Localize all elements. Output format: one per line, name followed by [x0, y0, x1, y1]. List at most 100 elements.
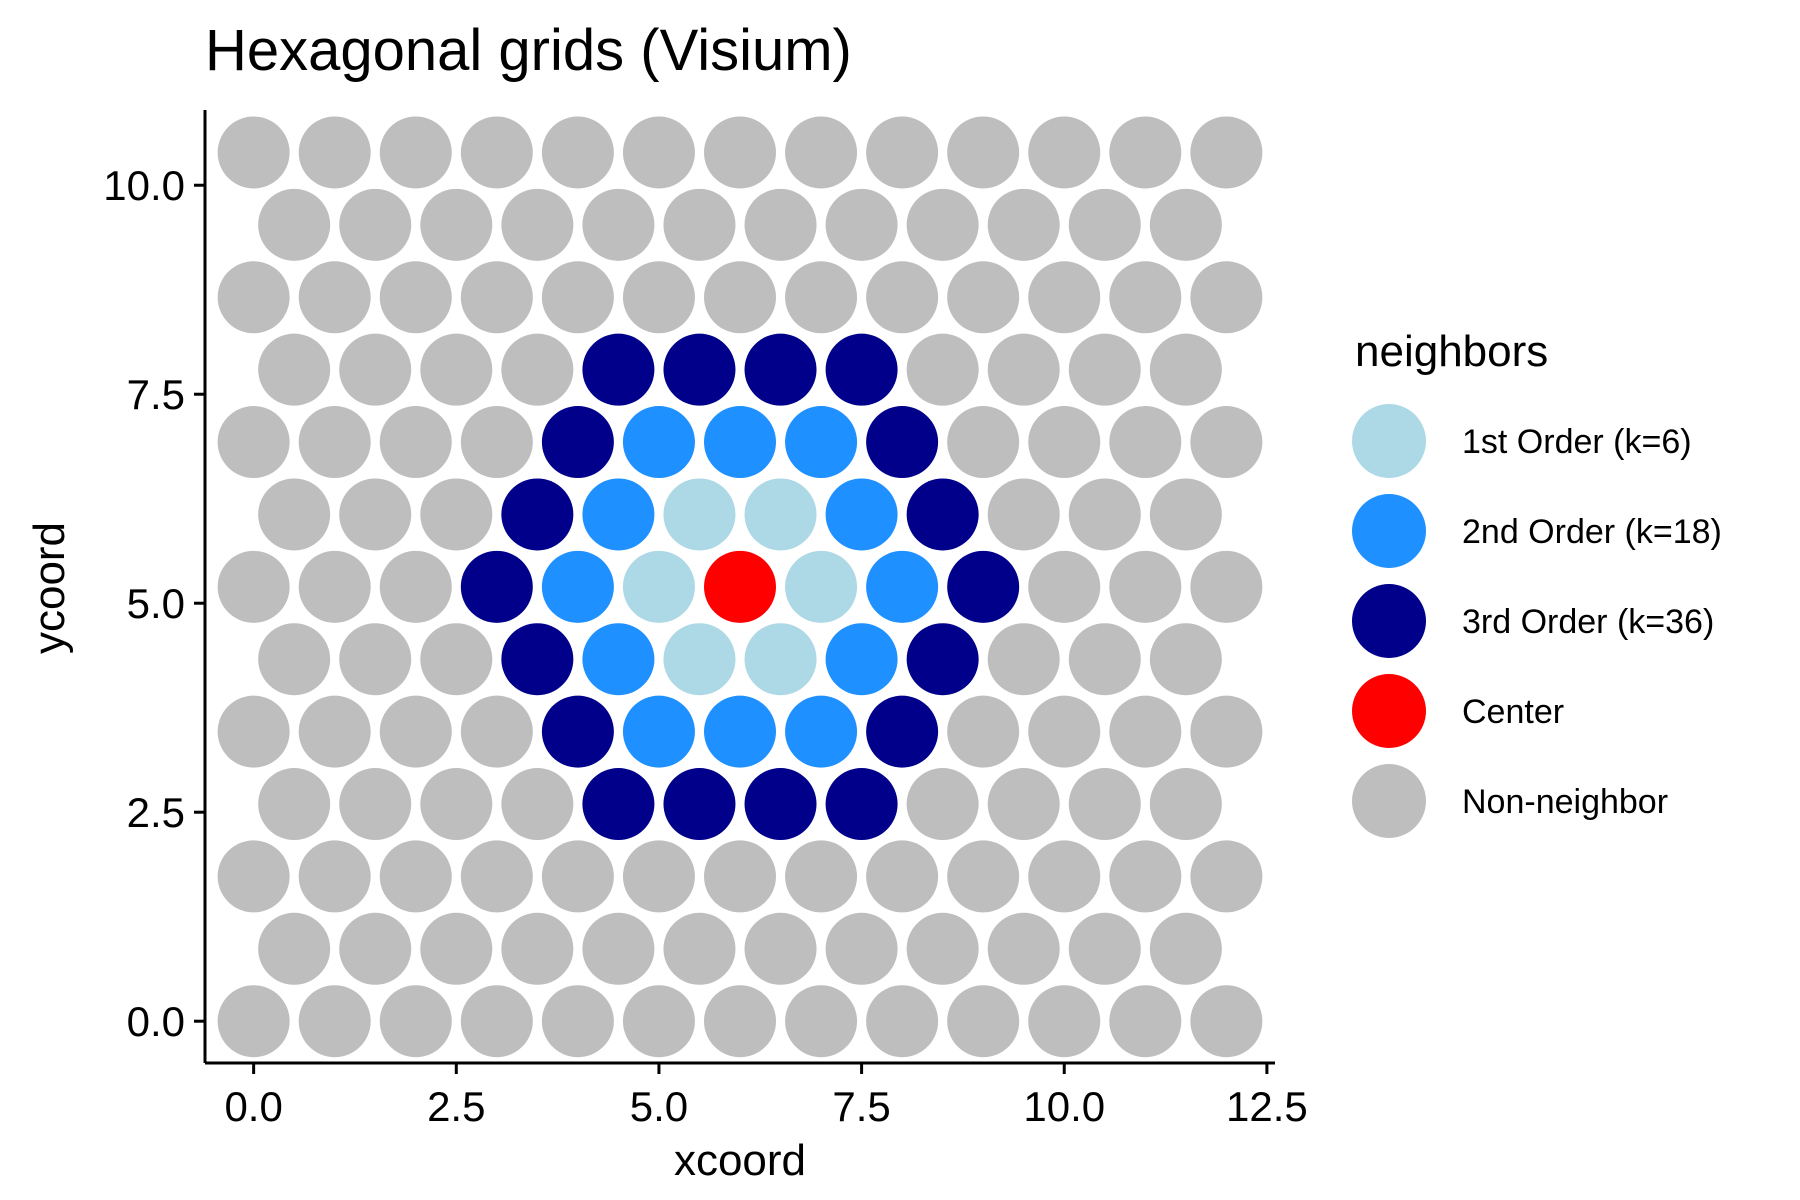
- spot-non-neighbor: [217, 695, 290, 768]
- x-tick-label: 0.0: [224, 1083, 282, 1130]
- spot-non-neighbor: [379, 550, 452, 623]
- spot-non-neighbor: [1109, 840, 1182, 913]
- spot-non-neighbor: [217, 550, 290, 623]
- spot-non-neighbor: [339, 623, 412, 696]
- y-tick-label: 10.0: [103, 162, 185, 209]
- spot-non-neighbor: [987, 623, 1060, 696]
- spot-third-order: [663, 333, 736, 406]
- spot-non-neighbor: [501, 768, 574, 841]
- spot-non-neighbor: [1028, 695, 1101, 768]
- spot-non-neighbor: [379, 985, 452, 1058]
- spot-first-order: [622, 550, 695, 623]
- spot-non-neighbor: [1190, 550, 1263, 623]
- spot-non-neighbor: [1028, 550, 1101, 623]
- spot-non-neighbor: [460, 840, 533, 913]
- spot-second-order: [622, 406, 695, 479]
- spot-non-neighbor: [460, 985, 533, 1058]
- spot-non-neighbor: [1068, 333, 1141, 406]
- spot-non-neighbor: [217, 406, 290, 479]
- spot-non-neighbor: [947, 985, 1020, 1058]
- spot-non-neighbor: [1109, 695, 1182, 768]
- spot-non-neighbor: [987, 478, 1060, 551]
- spot-non-neighbor: [379, 116, 452, 189]
- spot-second-order: [785, 695, 858, 768]
- spot-non-neighbor: [947, 116, 1020, 189]
- spot-non-neighbor: [1109, 406, 1182, 479]
- spot-second-order: [785, 406, 858, 479]
- spot-second-order: [825, 478, 898, 551]
- spot-non-neighbor: [420, 912, 493, 985]
- spot-non-neighbor: [420, 478, 493, 551]
- spot-non-neighbor: [460, 406, 533, 479]
- legend-key-center: [1352, 674, 1426, 748]
- spot-non-neighbor: [825, 188, 898, 261]
- spot-non-neighbor: [420, 623, 493, 696]
- spot-non-neighbor: [1190, 261, 1263, 334]
- spot-non-neighbor: [582, 912, 655, 985]
- x-tick-label: 2.5: [427, 1083, 485, 1130]
- spot-non-neighbor: [460, 261, 533, 334]
- spot-non-neighbor: [339, 188, 412, 261]
- spot-non-neighbor: [1109, 116, 1182, 189]
- spot-non-neighbor: [460, 695, 533, 768]
- spot-second-order: [541, 550, 614, 623]
- legend-label-none: Non-neighbor: [1462, 783, 1668, 821]
- spot-non-neighbor: [1149, 188, 1222, 261]
- spot-third-order: [825, 768, 898, 841]
- spot-first-order: [744, 478, 817, 551]
- x-ticks: 0.0 2.5 5.0 7.5 10.0 12.5: [224, 1063, 1308, 1130]
- spot-second-order: [825, 623, 898, 696]
- y-ticks: 0.0 2.5 5.0 7.5 10.0: [103, 162, 205, 1045]
- spot-third-order: [501, 478, 574, 551]
- spot-non-neighbor: [744, 188, 817, 261]
- legend-key-none: [1352, 764, 1426, 838]
- y-tick-label: 0.0: [127, 998, 185, 1045]
- spot-non-neighbor: [1149, 478, 1222, 551]
- spot-non-neighbor: [987, 333, 1060, 406]
- spot-non-neighbor: [1068, 912, 1141, 985]
- spot-non-neighbor: [1028, 406, 1101, 479]
- spot-non-neighbor: [1068, 478, 1141, 551]
- spot-non-neighbor: [987, 188, 1060, 261]
- spot-non-neighbor: [501, 912, 574, 985]
- chart-title: Hexagonal grids (Visium): [205, 18, 852, 83]
- spot-non-neighbor: [420, 188, 493, 261]
- spot-non-neighbor: [1109, 985, 1182, 1058]
- spot-non-neighbor: [785, 261, 858, 334]
- spot-non-neighbor: [1149, 768, 1222, 841]
- spot-second-order: [582, 478, 655, 551]
- spot-non-neighbor: [866, 116, 939, 189]
- spot-non-neighbor: [947, 406, 1020, 479]
- spot-non-neighbor: [622, 985, 695, 1058]
- spot-non-neighbor: [1028, 116, 1101, 189]
- spot-non-neighbor: [298, 261, 371, 334]
- spot-non-neighbor: [947, 840, 1020, 913]
- spot-third-order: [582, 333, 655, 406]
- spot-non-neighbor: [906, 188, 979, 261]
- spot-third-order: [744, 333, 817, 406]
- spot-non-neighbor: [298, 116, 371, 189]
- spot-non-neighbor: [258, 188, 331, 261]
- spot-non-neighbor: [217, 116, 290, 189]
- spot-non-neighbor: [663, 912, 736, 985]
- spot-third-order: [906, 478, 979, 551]
- spot-non-neighbor: [298, 985, 371, 1058]
- spot-non-neighbor: [217, 261, 290, 334]
- spot-non-neighbor: [906, 333, 979, 406]
- spot-non-neighbor: [622, 261, 695, 334]
- spot-non-neighbor: [379, 695, 452, 768]
- spot-non-neighbor: [379, 840, 452, 913]
- legend-items: 1st Order (k=6) 2nd Order (k=18) 3rd Order…: [1352, 404, 1722, 838]
- spot-non-neighbor: [906, 768, 979, 841]
- spot-non-neighbor: [582, 188, 655, 261]
- x-tick-label: 12.5: [1226, 1083, 1308, 1130]
- spot-non-neighbor: [339, 912, 412, 985]
- spot-non-neighbor: [622, 116, 695, 189]
- spot-third-order: [541, 406, 614, 479]
- legend-label-second: 2nd Order (k=18): [1462, 513, 1722, 551]
- spot-non-neighbor: [258, 478, 331, 551]
- spot-non-neighbor: [339, 768, 412, 841]
- spot-non-neighbor: [866, 261, 939, 334]
- spot-non-neighbor: [217, 840, 290, 913]
- spot-non-neighbor: [1190, 840, 1263, 913]
